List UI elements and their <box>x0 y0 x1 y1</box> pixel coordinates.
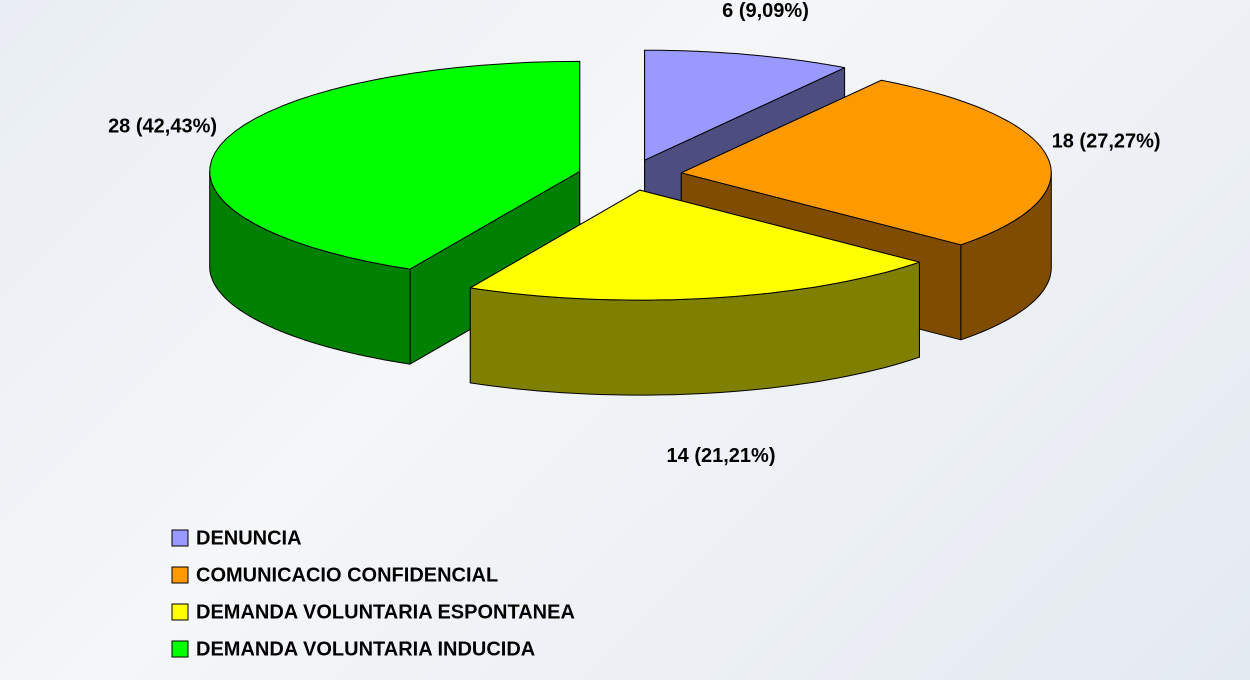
pie-slice <box>209 60 581 365</box>
slice-top <box>209 60 581 270</box>
legend-swatch <box>171 603 189 621</box>
legend-label: DENUNCIA <box>196 527 302 549</box>
legend-swatch <box>171 566 189 584</box>
data-label: 18 (27,27%) <box>1052 131 1161 153</box>
slice-top <box>680 79 1052 246</box>
slice-top <box>469 189 920 301</box>
data-label: 14 (21,21%) <box>667 445 776 467</box>
pie-slice <box>469 189 920 396</box>
legend-label: DEMANDA VOLUNTARIA INDUCIDA <box>196 638 535 660</box>
data-label: 28 (42,43%) <box>108 116 217 138</box>
legend-label: COMUNICACIO CONFIDENCIAL <box>196 564 498 586</box>
data-label: 6 (9,09%) <box>722 0 809 22</box>
slice-top <box>644 49 846 161</box>
legend-swatch <box>171 640 189 658</box>
legend-label: DEMANDA VOLUNTARIA ESPONTANEA <box>196 601 575 623</box>
legend-swatch <box>171 529 189 547</box>
